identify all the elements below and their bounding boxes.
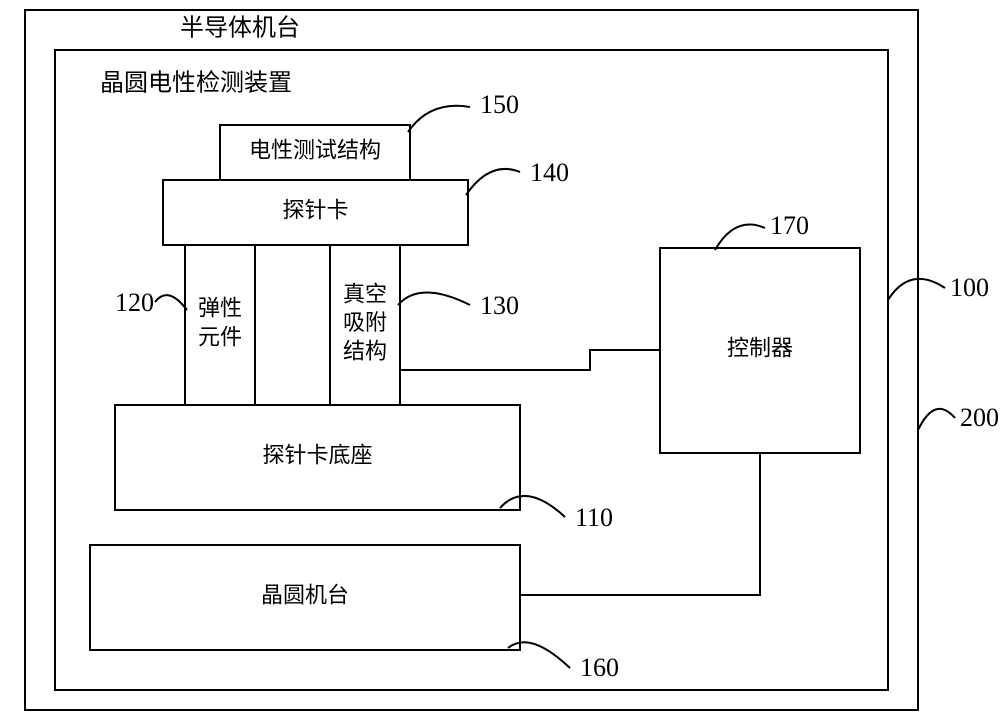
callout-leader-110 [500,496,565,517]
block-vacuum-label: 真空 [343,281,387,306]
callout-num-110: 110 [575,503,613,532]
callout-num-120: 120 [115,288,154,317]
callout-leader-100 [888,279,945,300]
inner-frame-title: 晶圆电性检测装置 [100,70,292,97]
callout-num-150: 150 [480,90,519,119]
callout-num-200: 200 [960,403,999,432]
callout-leader-150 [408,106,470,132]
block-vacuum-label: 吸附 [343,310,387,335]
block-vacuum-label: 结构 [343,339,387,364]
connector-stage_to_ctrl [520,453,760,595]
callout-leader-200 [918,409,955,430]
block-test_struct-label: 电性测试结构 [249,138,381,163]
callout-num-140: 140 [530,158,569,187]
callout-leader-120 [155,295,187,310]
callout-num-170: 170 [770,211,809,240]
block-spring-label: 弹性 [198,296,242,321]
callout-leader-160 [508,642,570,668]
block-stage-label: 晶圆机台 [261,583,349,608]
block-probe_card-label: 探针卡 [282,198,348,223]
callout-leader-130 [398,293,470,306]
block-spring-label: 元件 [198,324,242,349]
block-controller-label: 控制器 [727,336,793,361]
connector-vacuum_right [400,350,660,370]
callout-num-100: 100 [950,273,989,302]
callout-leader-170 [715,224,765,250]
block-base-label: 探针卡底座 [262,443,372,468]
callout-num-130: 130 [480,291,519,320]
callout-leader-140 [466,169,520,195]
callout-num-160: 160 [580,653,619,682]
outer-frame-title: 半导体机台 [180,15,300,42]
